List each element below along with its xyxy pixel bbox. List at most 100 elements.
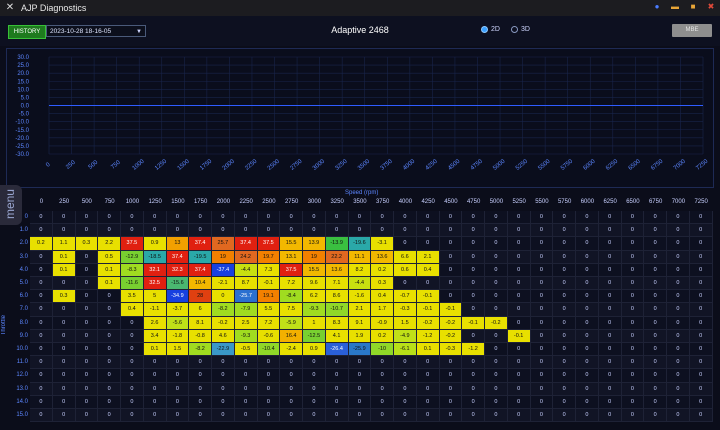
table-cell[interactable]: 6.6 bbox=[394, 250, 417, 264]
table-cell[interactable]: 0.4 bbox=[416, 263, 440, 277]
table-cell[interactable]: 1.5 bbox=[394, 316, 417, 330]
table-cell[interactable]: 0 bbox=[325, 409, 349, 423]
table-cell[interactable]: 0 bbox=[553, 211, 576, 225]
table-cell[interactable]: 0 bbox=[689, 303, 713, 317]
table-cell[interactable]: 0 bbox=[644, 211, 667, 225]
table-cell[interactable]: 0 bbox=[689, 395, 713, 409]
table-cell[interactable]: 0 bbox=[621, 409, 645, 423]
table-cell[interactable]: 0 bbox=[98, 382, 121, 396]
table-cell[interactable]: 0 bbox=[52, 277, 76, 291]
table-cell[interactable]: 0 bbox=[485, 382, 508, 396]
table-cell[interactable]: -22.9 bbox=[212, 343, 235, 357]
table-cell[interactable]: 0 bbox=[394, 224, 417, 238]
table-cell[interactable]: 0 bbox=[325, 356, 349, 370]
table-cell[interactable]: 7.2 bbox=[257, 316, 281, 330]
table-cell[interactable]: -0.1 bbox=[416, 303, 440, 317]
table-cell[interactable]: 0 bbox=[189, 369, 212, 383]
table-cell[interactable]: 5 bbox=[143, 290, 167, 304]
table-cell[interactable]: 7.2 bbox=[280, 277, 303, 291]
table-cell[interactable]: 0 bbox=[598, 303, 622, 317]
table-cell[interactable]: 19 bbox=[212, 250, 235, 264]
table-cell[interactable]: -3.1 bbox=[371, 237, 394, 251]
table-cell[interactable]: 0 bbox=[280, 369, 303, 383]
table-cell[interactable]: -25.9 bbox=[348, 343, 372, 357]
mbe-button[interactable]: MBE bbox=[672, 24, 712, 37]
table-cell[interactable]: 0 bbox=[394, 356, 417, 370]
table-cell[interactable]: 32.1 bbox=[143, 263, 167, 277]
table-cell[interactable]: 0 bbox=[689, 356, 713, 370]
table-cell[interactable]: 0 bbox=[553, 409, 576, 423]
table-cell[interactable]: 2.2 bbox=[98, 237, 121, 251]
table-cell[interactable]: 0 bbox=[30, 395, 53, 409]
table-cell[interactable]: 0 bbox=[52, 409, 76, 423]
table-cell[interactable]: 0 bbox=[530, 329, 554, 343]
table-cell[interactable]: 0 bbox=[644, 343, 667, 357]
table-cell[interactable]: 0 bbox=[667, 250, 690, 264]
table-cell[interactable]: 0 bbox=[553, 250, 576, 264]
table-cell[interactable]: 37.4 bbox=[234, 237, 258, 251]
table-cell[interactable]: 24.2 bbox=[234, 250, 258, 264]
table-cell[interactable]: 0.1 bbox=[98, 277, 121, 291]
table-cell[interactable]: 0 bbox=[75, 369, 99, 383]
table-cell[interactable]: 0.2 bbox=[30, 237, 53, 251]
table-cell[interactable]: 0 bbox=[439, 237, 463, 251]
table-cell[interactable]: 0 bbox=[30, 382, 53, 396]
table-cell[interactable]: 0 bbox=[371, 409, 394, 423]
table-cell[interactable]: 0 bbox=[416, 211, 440, 225]
table-cell[interactable]: 0 bbox=[644, 316, 667, 330]
table-cell[interactable]: 1.1 bbox=[52, 237, 76, 251]
table-cell[interactable]: -1.2 bbox=[416, 329, 440, 343]
table-cell[interactable]: 0 bbox=[462, 224, 485, 238]
table-cell[interactable]: 4.1 bbox=[325, 329, 349, 343]
table-cell[interactable]: 0 bbox=[644, 303, 667, 317]
table-cell[interactable]: -4.4 bbox=[234, 263, 258, 277]
table-cell[interactable]: 0 bbox=[644, 224, 667, 238]
table-cell[interactable]: 0 bbox=[621, 329, 645, 343]
table-cell[interactable]: 0 bbox=[598, 211, 622, 225]
table-cell[interactable]: 0 bbox=[576, 409, 599, 423]
table-cell[interactable]: -4.9 bbox=[394, 329, 417, 343]
table-cell[interactable]: 0 bbox=[598, 369, 622, 383]
table-cell[interactable]: 0 bbox=[507, 369, 531, 383]
table-cell[interactable]: 8.3 bbox=[325, 316, 349, 330]
table-cell[interactable]: 0 bbox=[507, 211, 531, 225]
table-cell[interactable]: 0 bbox=[416, 382, 440, 396]
table-cell[interactable]: 0 bbox=[394, 409, 417, 423]
table-cell[interactable]: -0.3 bbox=[394, 303, 417, 317]
table-cell[interactable]: 0 bbox=[98, 409, 121, 423]
table-cell[interactable]: 0 bbox=[621, 343, 645, 357]
table-cell[interactable]: 0 bbox=[689, 329, 713, 343]
table-cell[interactable]: 0 bbox=[121, 395, 144, 409]
table-cell[interactable]: 0 bbox=[598, 237, 622, 251]
table-cell[interactable]: 0 bbox=[644, 290, 667, 304]
info-icon[interactable]: ● bbox=[654, 2, 660, 11]
table-cell[interactable]: 0 bbox=[121, 224, 144, 238]
table-cell[interactable]: 0 bbox=[621, 277, 645, 291]
table-cell[interactable]: 0 bbox=[416, 369, 440, 383]
table-cell[interactable]: 0 bbox=[439, 250, 463, 264]
table-cell[interactable]: 0 bbox=[462, 369, 485, 383]
table-cell[interactable]: -34.9 bbox=[166, 290, 190, 304]
table-cell[interactable]: 0 bbox=[621, 237, 645, 251]
table-cell[interactable]: 0 bbox=[462, 409, 485, 423]
table-cell[interactable]: 0 bbox=[667, 263, 690, 277]
table-cell[interactable]: 15.5 bbox=[303, 263, 326, 277]
table-cell[interactable]: 0 bbox=[439, 369, 463, 383]
table-cell[interactable]: -26.4 bbox=[325, 343, 349, 357]
table-cell[interactable]: 0 bbox=[598, 382, 622, 396]
table-cell[interactable]: 6.2 bbox=[303, 290, 326, 304]
table-cell[interactable]: 0 bbox=[576, 211, 599, 225]
table-cell[interactable]: 0 bbox=[530, 409, 554, 423]
table-cell[interactable]: 0 bbox=[576, 263, 599, 277]
table-cell[interactable]: -0.1 bbox=[507, 329, 531, 343]
table-cell[interactable]: 0 bbox=[576, 395, 599, 409]
table-cell[interactable]: 0 bbox=[98, 316, 121, 330]
table-cell[interactable]: 0 bbox=[98, 329, 121, 343]
table-cell[interactable]: 0 bbox=[667, 382, 690, 396]
table-cell[interactable]: -10.4 bbox=[257, 343, 281, 357]
table-cell[interactable]: 0 bbox=[644, 329, 667, 343]
table-cell[interactable]: 0 bbox=[644, 250, 667, 264]
table-cell[interactable]: 0 bbox=[553, 356, 576, 370]
table-cell[interactable]: 0 bbox=[553, 395, 576, 409]
table-cell[interactable]: 37.4 bbox=[166, 250, 190, 264]
